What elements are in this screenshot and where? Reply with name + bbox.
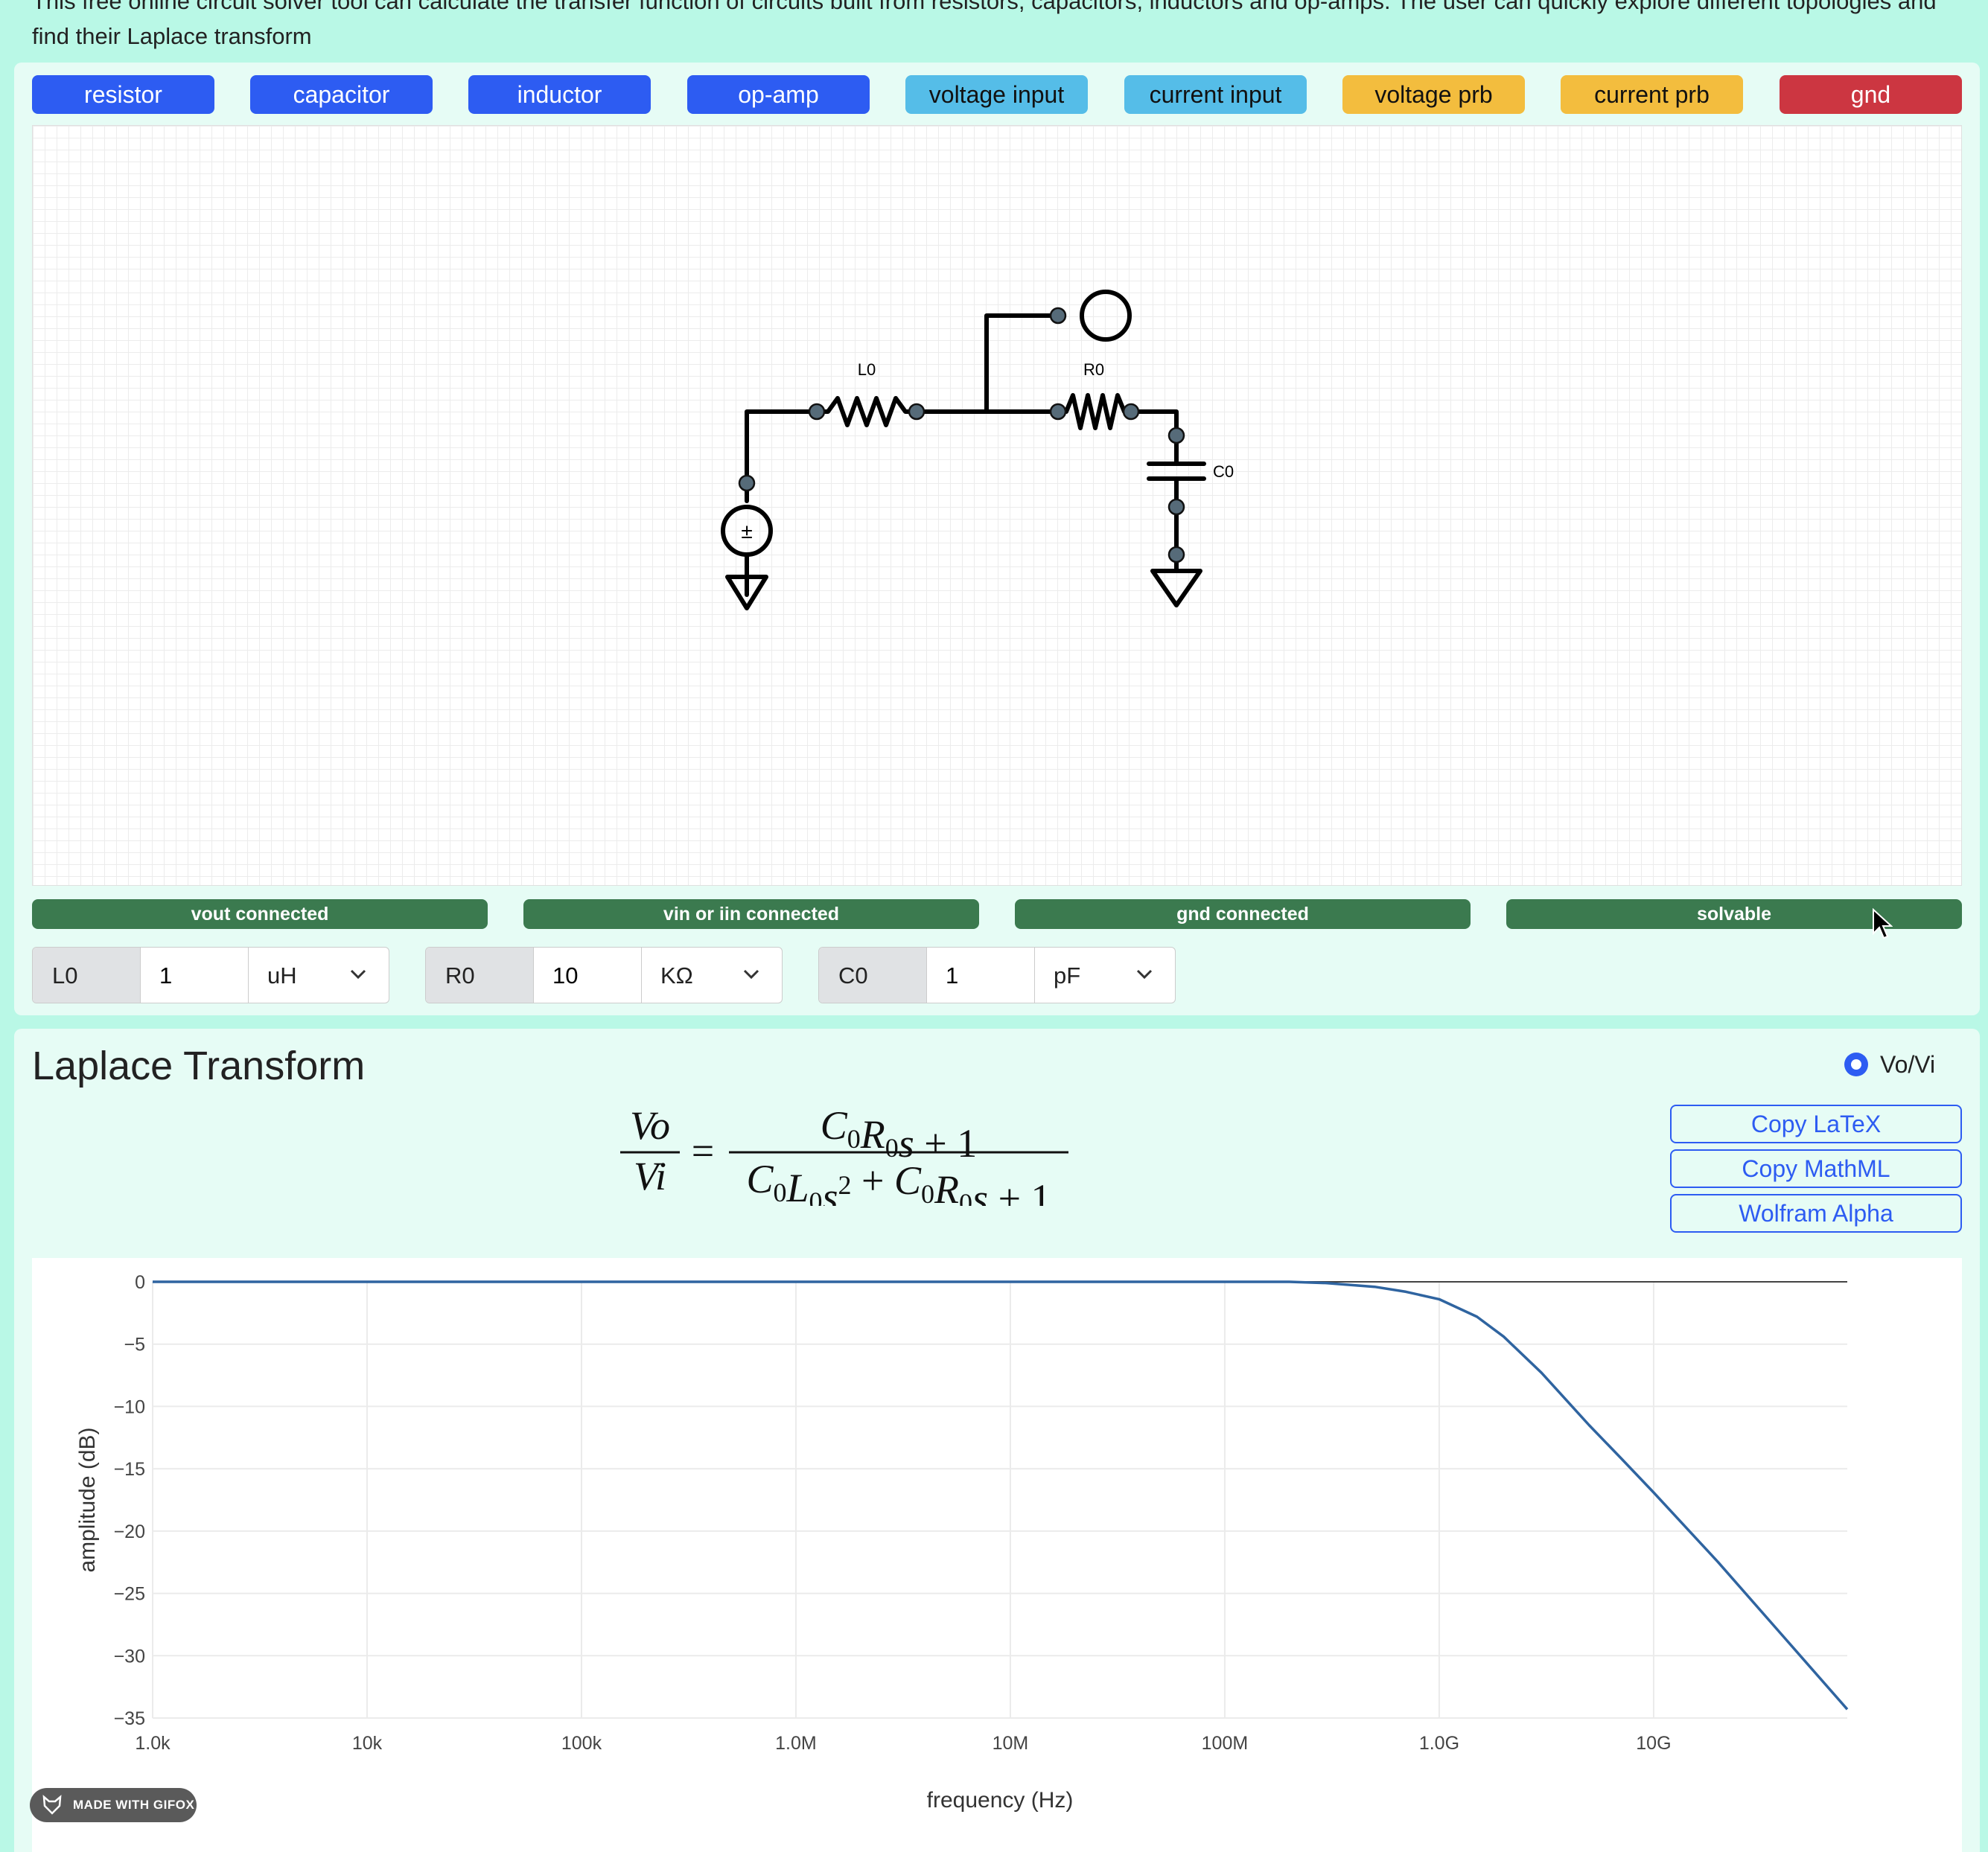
x-tick-label: 10M xyxy=(993,1733,1029,1754)
wire xyxy=(745,409,819,485)
chevron-down-icon xyxy=(350,969,366,980)
terminal-node xyxy=(1122,403,1140,421)
y-tick-label: −5 xyxy=(124,1335,145,1356)
radio-selected-icon[interactable] xyxy=(1844,1053,1868,1076)
fox-icon xyxy=(42,1795,62,1815)
add-voltage-probe-button[interactable]: voltage prb xyxy=(1342,75,1525,114)
wolfram-alpha-button[interactable]: Wolfram Alpha xyxy=(1670,1194,1962,1233)
x-tick-label: 1.0G xyxy=(1419,1733,1459,1754)
terminal-node xyxy=(1167,427,1185,444)
formula-rhs-numerator: C0R0s + 1 xyxy=(821,1103,978,1166)
status-solvable: solvable xyxy=(1506,899,1962,929)
x-tick-label: 1.0k xyxy=(135,1733,171,1754)
formula-rhs-denominator: C0L0s2 + C0R0s + 1 xyxy=(746,1157,1051,1206)
gifox-watermark: MADE WITH GIFOX xyxy=(30,1788,197,1822)
add-inductor-button[interactable]: inductor xyxy=(468,75,651,114)
voltage-probe-symbol xyxy=(1080,290,1132,342)
unit-select-value: KΩ xyxy=(660,962,693,989)
param-name: L0 xyxy=(33,948,141,1003)
y-tick-label: −35 xyxy=(114,1708,145,1729)
terminal-node xyxy=(808,403,826,421)
y-tick-label: −25 xyxy=(114,1584,145,1605)
add-gnd-button[interactable]: gnd xyxy=(1780,75,1962,114)
x-tick-label: 100k xyxy=(561,1733,602,1754)
terminal-node xyxy=(738,474,756,492)
y-tick-label: −10 xyxy=(114,1396,145,1417)
formula-lhs-denominator: Vi xyxy=(634,1154,666,1198)
unit-select-value: pF xyxy=(1054,962,1081,989)
intro-text: This free online circuit solver tool can… xyxy=(32,0,1937,49)
capacitor-label: C0 xyxy=(1213,462,1234,481)
status-vout-connected: vout connected xyxy=(32,899,488,929)
resistor-label: R0 xyxy=(1083,360,1104,379)
circuit-canvas[interactable]: L0 R0 C0 ± xyxy=(32,125,1962,886)
unit-select[interactable]: KΩ xyxy=(643,948,782,1003)
copy-mathml-button[interactable]: Copy MathML xyxy=(1670,1149,1962,1188)
status-vin-connected: vin or iin connected xyxy=(523,899,979,929)
y-tick-label: −15 xyxy=(114,1459,145,1480)
terminal-node xyxy=(1167,546,1185,563)
add-op-amp-button[interactable]: op-amp xyxy=(687,75,870,114)
y-tick-label: 0 xyxy=(135,1272,145,1293)
bode-plot[interactable]: 1.0k 10k 100k 1.0M 10M 100M 1.0G 10G 0 −5 −10 −15 −2… xyxy=(32,1258,1962,1852)
param-r0: R0 KΩ xyxy=(425,947,783,1003)
source-polarity-label: ± xyxy=(741,520,752,543)
inductor-symbol xyxy=(815,396,919,427)
watermark-text: MADE WITH GIFOX xyxy=(73,1798,195,1812)
resistor-symbol xyxy=(1056,393,1133,430)
x-tick-label: 10k xyxy=(352,1733,383,1754)
y-tick-label: −30 xyxy=(114,1646,145,1667)
unit-select[interactable]: pF xyxy=(1036,948,1175,1003)
bode-plot-svg[interactable]: 1.0k 10k 100k 1.0M 10M 100M 1.0G 10G 0 −5 −10 −15 −2… xyxy=(32,1258,1962,1852)
unit-select[interactable]: uH xyxy=(249,948,389,1003)
param-value-input[interactable] xyxy=(928,948,1035,1003)
transfer-function-formula: Vo Vi = C0R0s + 1 C0L0s2 + C0R0s + 1 xyxy=(620,1103,1068,1206)
add-capacitor-button[interactable]: capacitor xyxy=(250,75,433,114)
param-l0: L0 uH xyxy=(32,947,389,1003)
copy-latex-button[interactable]: Copy LaTeX xyxy=(1670,1105,1962,1143)
laplace-panel: Laplace Transform Vo/Vi Vo Vi = C0R0s + … xyxy=(14,1029,1980,1852)
x-tick-label: 1.0M xyxy=(775,1733,817,1754)
y-axis-label: amplitude (dB) xyxy=(75,1427,100,1572)
section-title: Laplace Transform xyxy=(32,1044,366,1088)
param-name: C0 xyxy=(819,948,927,1003)
chevron-down-icon xyxy=(743,969,759,980)
terminal-node xyxy=(908,403,925,421)
add-current-input-button[interactable]: current input xyxy=(1124,75,1307,114)
x-tick-label: 100M xyxy=(1202,1733,1249,1754)
radio-label: Vo/Vi xyxy=(1880,1051,1936,1078)
add-current-probe-button[interactable]: current prb xyxy=(1561,75,1743,114)
x-axis-label: frequency (Hz) xyxy=(927,1788,1074,1813)
param-value-input[interactable] xyxy=(141,948,249,1003)
circuit-schematic[interactable]: L0 R0 C0 ± xyxy=(33,126,1962,886)
wire xyxy=(984,313,1060,414)
param-name: R0 xyxy=(426,948,534,1003)
terminal-node xyxy=(1049,307,1067,325)
chevron-down-icon xyxy=(1136,969,1153,980)
add-resistor-button[interactable]: resistor xyxy=(32,75,214,114)
param-c0: C0 pF xyxy=(818,947,1176,1003)
x-tick-label: 10G xyxy=(1636,1733,1671,1754)
param-value-input[interactable] xyxy=(535,948,642,1003)
component-toolbar: resistor capacitor inductor op-amp volta… xyxy=(32,75,1962,114)
inductor-label: L0 xyxy=(858,360,876,379)
status-gnd-connected: gnd connected xyxy=(1015,899,1471,929)
formula-equals: = xyxy=(692,1128,714,1173)
terminal-node xyxy=(1049,403,1067,421)
y-tick-label: −20 xyxy=(114,1521,145,1542)
amplitude-series-line xyxy=(153,1280,1849,1711)
ground-symbol xyxy=(725,570,768,610)
capacitor-symbol xyxy=(1147,433,1206,509)
status-row: vout connected vin or iin connected gnd … xyxy=(32,899,1962,929)
unit-select-value: uH xyxy=(267,962,297,989)
mouse-cursor-icon xyxy=(1873,908,1893,939)
add-voltage-input-button[interactable]: voltage input xyxy=(905,75,1088,114)
terminal-node xyxy=(1167,498,1185,516)
formula-lhs-numerator: Vo xyxy=(630,1103,670,1148)
circuit-editor-panel: resistor capacitor inductor op-amp volta… xyxy=(14,63,1980,1015)
